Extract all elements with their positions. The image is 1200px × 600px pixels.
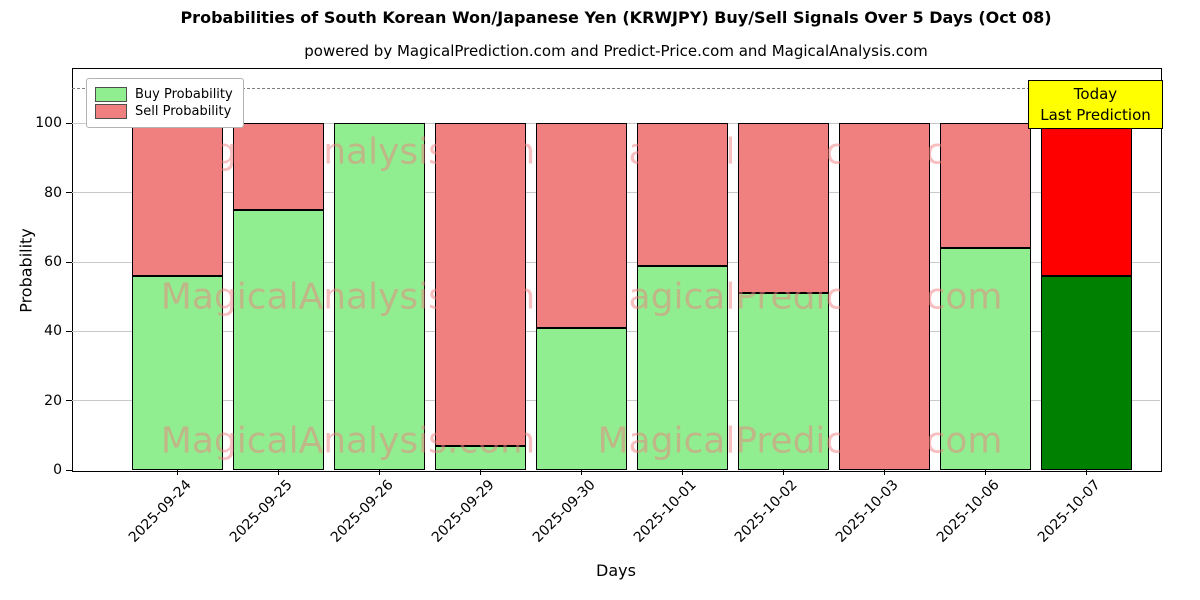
legend-swatch-sell bbox=[95, 104, 127, 119]
x-tick bbox=[378, 470, 380, 475]
y-tick bbox=[66, 122, 72, 124]
y-tick-label: 100 bbox=[35, 115, 62, 132]
bar-sell-segment bbox=[838, 123, 930, 470]
legend-swatch-buy bbox=[95, 87, 127, 102]
x-tick-label: 2025-09-25 bbox=[226, 477, 296, 546]
annotation-line-2: Last Prediction bbox=[1040, 105, 1151, 124]
bar-sell-segment bbox=[232, 123, 324, 211]
x-tick bbox=[176, 470, 178, 475]
bar-buy-segment bbox=[737, 293, 829, 470]
y-tick-label: 0 bbox=[53, 462, 62, 478]
bar-sell-segment bbox=[737, 123, 829, 294]
today-annotation: Today Last Prediction bbox=[1028, 80, 1163, 129]
watermark: MagicalAnalysis.com bbox=[160, 420, 536, 462]
x-axis-label: Days bbox=[596, 561, 636, 580]
x-tick bbox=[1085, 470, 1087, 475]
x-tick bbox=[782, 470, 784, 475]
y-tick bbox=[66, 400, 72, 402]
bar-buy-segment bbox=[1040, 275, 1132, 470]
bar-sell-segment bbox=[1040, 123, 1132, 276]
bar-sell-segment bbox=[939, 123, 1031, 249]
x-tick bbox=[883, 470, 885, 475]
x-tick bbox=[277, 470, 279, 475]
y-axis-label: Probability bbox=[16, 228, 36, 313]
bar-sell-segment bbox=[636, 123, 728, 266]
x-tick bbox=[681, 470, 683, 475]
bar-buy-segment bbox=[535, 327, 627, 470]
bar-sell-segment bbox=[434, 123, 526, 446]
bar-buy-segment bbox=[636, 265, 728, 470]
legend-row-buy: Buy Probability bbox=[95, 87, 233, 102]
legend-label-buy: Buy Probability bbox=[135, 87, 233, 102]
x-tick-label: 2025-10-07 bbox=[1034, 477, 1104, 546]
bar-buy-segment bbox=[232, 210, 324, 470]
x-tick-label: 2025-09-30 bbox=[529, 477, 599, 546]
annotation-line-1: Today bbox=[1073, 84, 1118, 103]
bar-buy-segment bbox=[131, 275, 223, 470]
watermark: MagicalPrediction.com bbox=[597, 276, 1003, 318]
bar-buy-segment bbox=[434, 445, 526, 470]
legend: Buy Probability Sell Probability bbox=[86, 78, 244, 128]
x-tick-label: 2025-09-24 bbox=[125, 477, 195, 546]
watermark: MagicalPrediction.com bbox=[597, 420, 1003, 462]
y-tick bbox=[66, 469, 72, 471]
bar-sell-segment bbox=[535, 123, 627, 328]
x-tick-label: 2025-10-01 bbox=[630, 477, 700, 546]
y-tick bbox=[66, 192, 72, 194]
x-tick bbox=[479, 470, 481, 475]
watermark: MagicalAnalysis.com bbox=[160, 276, 536, 318]
y-tick-label: 40 bbox=[44, 323, 62, 340]
chart-subtitle: powered by MagicalPrediction.com and Pre… bbox=[304, 42, 928, 60]
x-tick bbox=[984, 470, 986, 475]
x-tick-label: 2025-09-26 bbox=[327, 477, 397, 546]
bar-buy-segment bbox=[939, 248, 1031, 470]
chart-title: Probabilities of South Korean Won/Japane… bbox=[180, 8, 1052, 27]
y-tick-label: 80 bbox=[44, 184, 62, 201]
y-tick-label: 20 bbox=[44, 392, 62, 409]
dashed-line bbox=[72, 87, 1160, 89]
legend-row-sell: Sell Probability bbox=[95, 104, 233, 119]
y-tick bbox=[66, 261, 72, 263]
x-tick-label: 2025-10-03 bbox=[832, 477, 902, 546]
watermark: MagicalAnalysis.com bbox=[160, 131, 536, 173]
bar-buy-segment bbox=[333, 123, 425, 470]
y-tick bbox=[66, 330, 72, 332]
x-tick-label: 2025-09-29 bbox=[428, 477, 498, 546]
watermark: MagicalPrediction.com bbox=[597, 131, 1003, 173]
legend-label-sell: Sell Probability bbox=[135, 104, 232, 119]
x-tick-label: 2025-10-06 bbox=[933, 477, 1003, 546]
x-tick-label: 2025-10-02 bbox=[731, 477, 801, 546]
y-tick-label: 60 bbox=[44, 254, 62, 271]
x-tick bbox=[580, 470, 582, 475]
